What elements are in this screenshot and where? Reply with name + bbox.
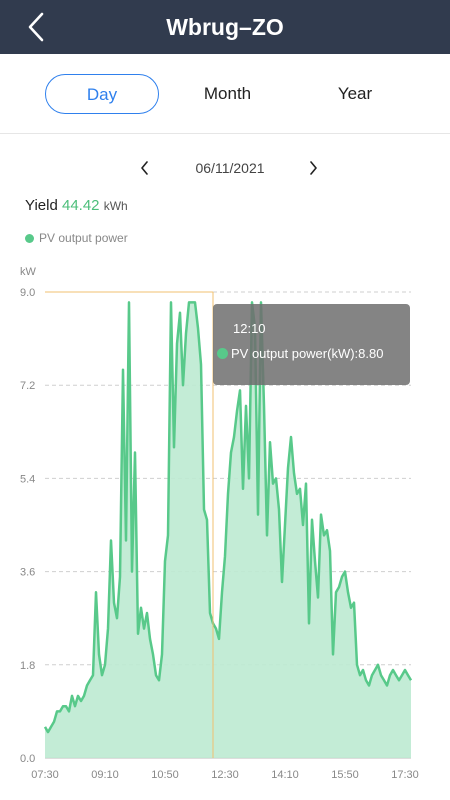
back-button[interactable] bbox=[18, 8, 54, 46]
power-chart[interactable]: kW 0.0 1.8 3.6 5.4 7.2 9.0 07:30 09:10 10:50 12:30… bbox=[0, 255, 450, 800]
x-tick-label: 14:10 bbox=[271, 769, 299, 781]
selected-date[interactable]: 06/11/2021 bbox=[195, 160, 265, 176]
chevron-left-icon bbox=[141, 161, 148, 175]
divider bbox=[0, 133, 450, 134]
chevron-right-icon bbox=[310, 161, 317, 175]
y-tick-label: 9.0 bbox=[20, 287, 35, 299]
next-date-button[interactable] bbox=[298, 150, 328, 186]
yield-unit: kWh bbox=[103, 199, 128, 213]
y-tick-label: 0.0 bbox=[20, 753, 35, 765]
x-tick-label: 09:10 bbox=[91, 769, 119, 781]
yield-value: 44.42 bbox=[61, 197, 100, 214]
tooltip-time: 12:10 bbox=[233, 321, 266, 336]
chart-tooltip: 12:10 PV output power(kW):8.80 bbox=[213, 304, 410, 385]
legend-label: PV output power bbox=[39, 231, 128, 245]
yield-label: Yield bbox=[25, 197, 58, 214]
yield-summary: Yield 44.42 kWh bbox=[25, 197, 128, 214]
series-line bbox=[43, 301, 413, 734]
x-tick-label: 07:30 bbox=[31, 769, 59, 781]
y-tick-label: 5.4 bbox=[20, 473, 35, 485]
y-tick-label: 3.6 bbox=[20, 567, 35, 579]
tooltip-dot-icon bbox=[217, 348, 228, 359]
chart-legend[interactable]: PV output power bbox=[25, 231, 128, 245]
series-area bbox=[45, 302, 411, 758]
page-title: Wbrug–ZO bbox=[166, 14, 284, 40]
y-tick-label: 7.2 bbox=[20, 380, 35, 392]
y-tick-label: 1.8 bbox=[20, 660, 35, 672]
x-tick-label: 17:30 bbox=[391, 769, 419, 781]
app-header: Wbrug–ZO bbox=[0, 0, 450, 54]
x-tick-label: 12:30 bbox=[211, 769, 239, 781]
y-axis-unit-label: kW bbox=[20, 266, 37, 278]
legend-dot-icon bbox=[25, 233, 34, 243]
tab-year[interactable]: Year bbox=[337, 84, 373, 103]
x-tick-label: 15:50 bbox=[331, 769, 359, 781]
tab-month[interactable]: Month bbox=[203, 84, 252, 103]
tooltip-row: PV output power(kW):8.80 bbox=[217, 346, 383, 361]
date-navigator: 06/11/2021 bbox=[0, 150, 450, 186]
tab-day[interactable]: Day bbox=[45, 74, 159, 114]
previous-date-button[interactable] bbox=[130, 150, 160, 186]
tooltip-value: PV output power(kW):8.80 bbox=[231, 346, 384, 361]
x-tick-label: 10:50 bbox=[151, 769, 179, 781]
chevron-left-icon bbox=[28, 12, 44, 42]
period-tabs: Day Month Year bbox=[0, 64, 450, 130]
